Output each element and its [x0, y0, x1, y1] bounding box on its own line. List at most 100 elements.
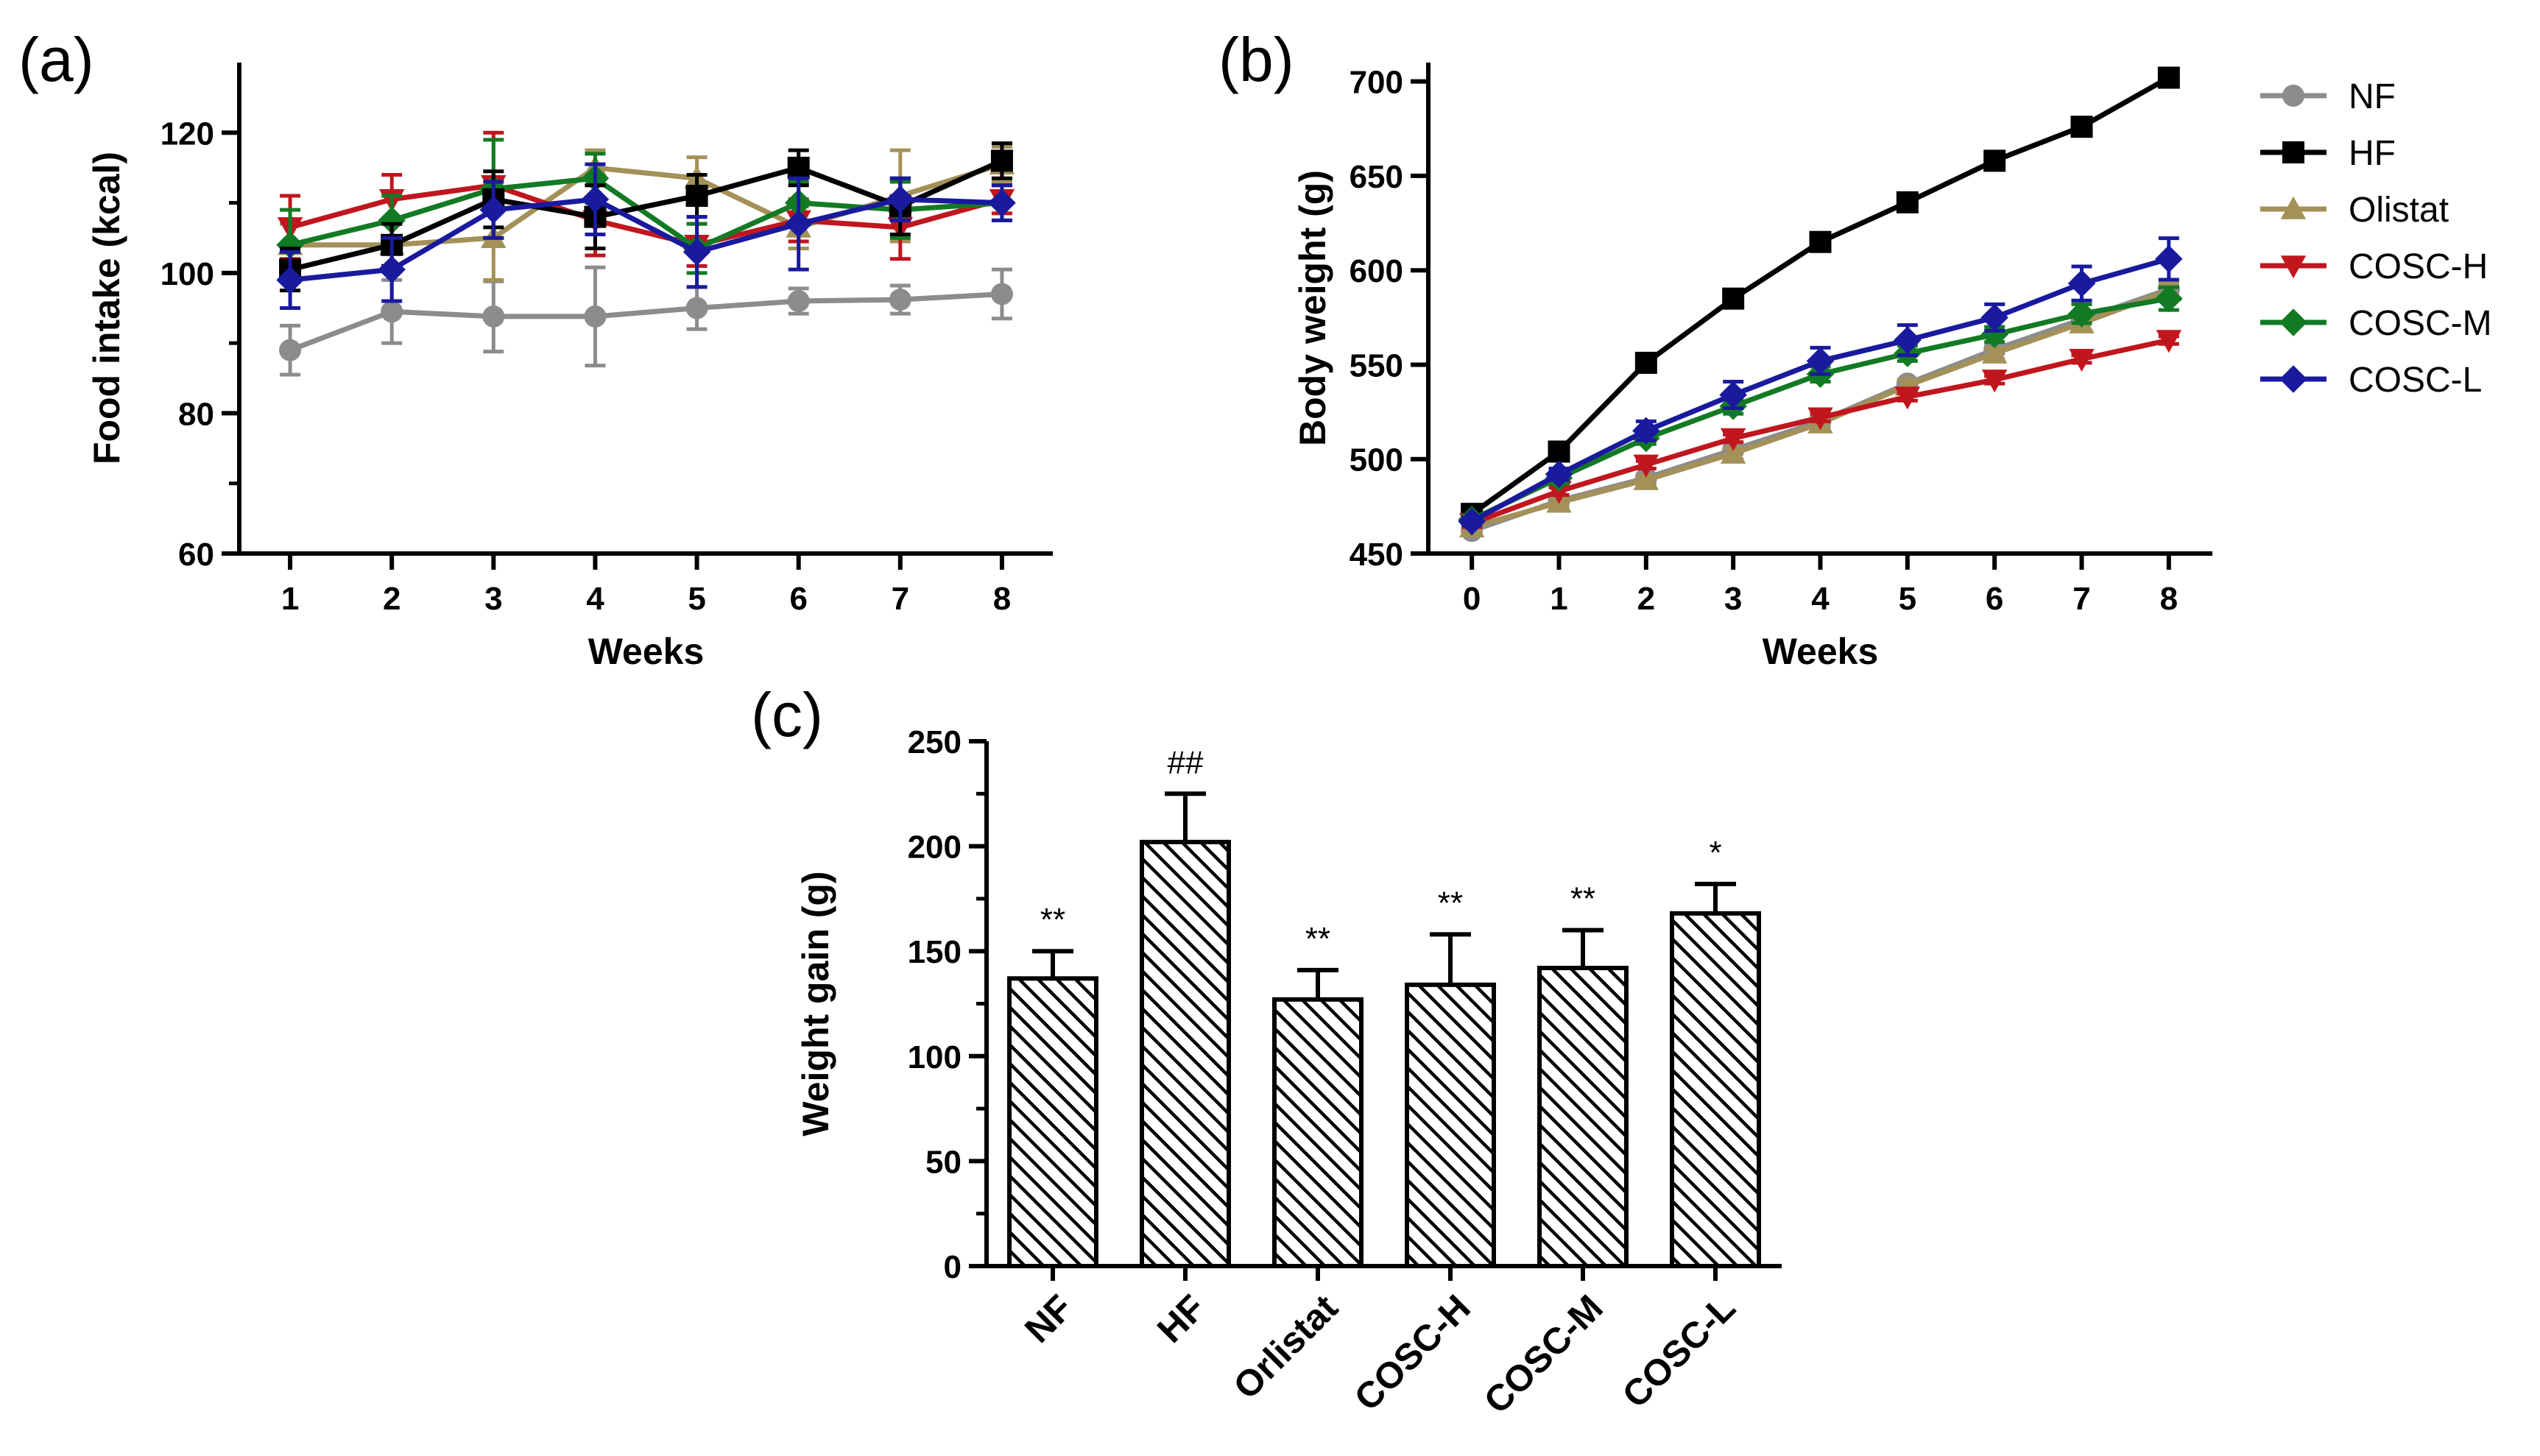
series-line — [289, 158, 1003, 272]
y-tick-label: 550 — [1350, 347, 1403, 384]
x-tick-label: Orlistat — [1225, 1287, 1346, 1407]
y-tick-label: 100 — [160, 256, 214, 292]
y-tick-label: 0 — [944, 1249, 962, 1285]
data-point — [1548, 440, 1570, 463]
series-line — [289, 183, 1003, 248]
legend-swatch-marker — [2282, 141, 2304, 163]
y-tick-label: 60 — [178, 537, 214, 573]
y-tick-label: 450 — [1350, 537, 1403, 573]
y-tick-label: 250 — [908, 724, 962, 760]
legend-entry-hf: HF — [2260, 134, 2396, 173]
data-point — [1458, 507, 1486, 536]
data-point — [886, 185, 914, 213]
x-tick-label: 6 — [789, 581, 807, 617]
bar-group-nf: ** NF — [1007, 902, 1098, 1351]
significance-label: ** — [1305, 921, 1330, 957]
x-tick-label: 2 — [1637, 581, 1655, 617]
x-tick-label: 7 — [2072, 581, 2090, 617]
data-point — [584, 305, 607, 328]
data-point — [378, 206, 406, 235]
data-point — [787, 156, 810, 179]
bar-group-orlistat: ** Orlistat — [1225, 921, 1364, 1407]
x-tick-label: 0 — [1463, 581, 1481, 617]
x-tick-label: HF — [1149, 1287, 1213, 1351]
y-tick-label: 100 — [908, 1039, 962, 1075]
legend-label: COSC-M — [2349, 304, 2492, 343]
significance-label: ## — [1168, 744, 1204, 780]
series-line — [1470, 256, 2170, 524]
y-tick-label: 120 — [160, 116, 214, 152]
legend-swatch-marker — [2279, 365, 2307, 393]
x-tick-label: NF — [1017, 1287, 1081, 1351]
y-tick-label: 50 — [925, 1144, 962, 1180]
x-tick-label: 3 — [484, 581, 502, 617]
bar-group-cosc-l: * COSC-L — [1615, 835, 1761, 1416]
data-point — [1807, 407, 1833, 431]
data-point — [1981, 370, 2008, 393]
y-axis-title: Weight gain (g) — [795, 871, 836, 1136]
data-point — [2070, 116, 2093, 138]
x-tick-label: COSC-L — [1615, 1287, 1743, 1416]
data-point — [1720, 428, 1746, 451]
panel-label: (a) — [18, 25, 94, 94]
x-tick-label: 5 — [688, 581, 705, 617]
legend-swatch-marker — [2279, 308, 2307, 336]
data-point — [990, 283, 1013, 305]
y-tick-label: 150 — [908, 934, 962, 970]
data-point — [784, 210, 813, 238]
legend-swatch-marker — [2280, 196, 2307, 219]
data-point — [381, 300, 403, 323]
legend-label: COSC-L — [2349, 361, 2482, 400]
data-point — [685, 185, 708, 208]
legend-swatch-marker — [2280, 255, 2307, 279]
data-point — [1633, 467, 1659, 490]
significance-label: ** — [1570, 881, 1595, 917]
y-tick-label: 500 — [1350, 442, 1403, 478]
bar — [1140, 839, 1231, 1268]
x-tick-label: 5 — [1899, 581, 1916, 617]
x-tick-label: COSC-H — [1347, 1287, 1478, 1418]
data-point — [1720, 440, 1746, 464]
series-cosc-h — [1458, 330, 2182, 537]
data-point — [988, 188, 1016, 217]
chart-panel-c: 0 50 100 150 200 250 ** NF ## HF ** Orlistat ** COSC-… — [751, 680, 1782, 1421]
x-tick-label: 6 — [1986, 581, 2003, 617]
legend-label: HF — [2349, 134, 2396, 173]
x-tick-label: 4 — [1811, 581, 1830, 617]
y-axis-title: Body weight (g) — [1292, 170, 1333, 446]
panel-label: (b) — [1218, 25, 1294, 94]
data-point — [682, 238, 711, 266]
x-tick-label: 8 — [2160, 581, 2178, 617]
data-point — [279, 339, 302, 361]
data-point — [1634, 351, 1657, 374]
x-axis-title: Weeks — [1763, 631, 1879, 672]
x-axis-title: Weeks — [588, 631, 705, 672]
series-line — [1470, 75, 2170, 516]
chart-panel-b: 450 500 550 600 650 700 0 1 2 3 4 5 6 7 8 Weeks Body wei… — [1218, 25, 2492, 672]
data-point — [1722, 287, 1745, 310]
bar — [1405, 982, 1496, 1269]
legend: NF HF Olistat COSC-H COSC-M COSC-L — [2260, 77, 2492, 400]
data-point — [1980, 303, 2008, 332]
data-point — [1894, 386, 1921, 410]
bar-group-hf: ## HF — [1140, 744, 1231, 1351]
data-point — [889, 289, 911, 311]
x-tick-label: 8 — [993, 581, 1011, 617]
chart-panel-a: 60 80 100 120 1 2 3 4 5 6 7 8 Weeks Food intake (kcal… — [18, 25, 1053, 672]
legend-label: COSC-H — [2349, 247, 2488, 286]
panel-label: (c) — [751, 680, 823, 749]
x-tick-label: 1 — [1550, 581, 1567, 617]
data-point — [581, 185, 610, 213]
data-point — [1806, 347, 1835, 375]
data-point — [2156, 330, 2182, 353]
data-point — [2157, 66, 2180, 89]
x-tick-label: 1 — [281, 581, 299, 617]
significance-label: * — [1709, 835, 1721, 871]
bar — [1537, 966, 1629, 1268]
data-point — [685, 297, 708, 319]
data-point — [378, 255, 406, 283]
x-tick-label: 2 — [383, 581, 401, 617]
legend-entry-cosc-l: COSC-L — [2260, 361, 2482, 400]
data-point — [276, 266, 304, 294]
data-point — [1719, 381, 1747, 409]
